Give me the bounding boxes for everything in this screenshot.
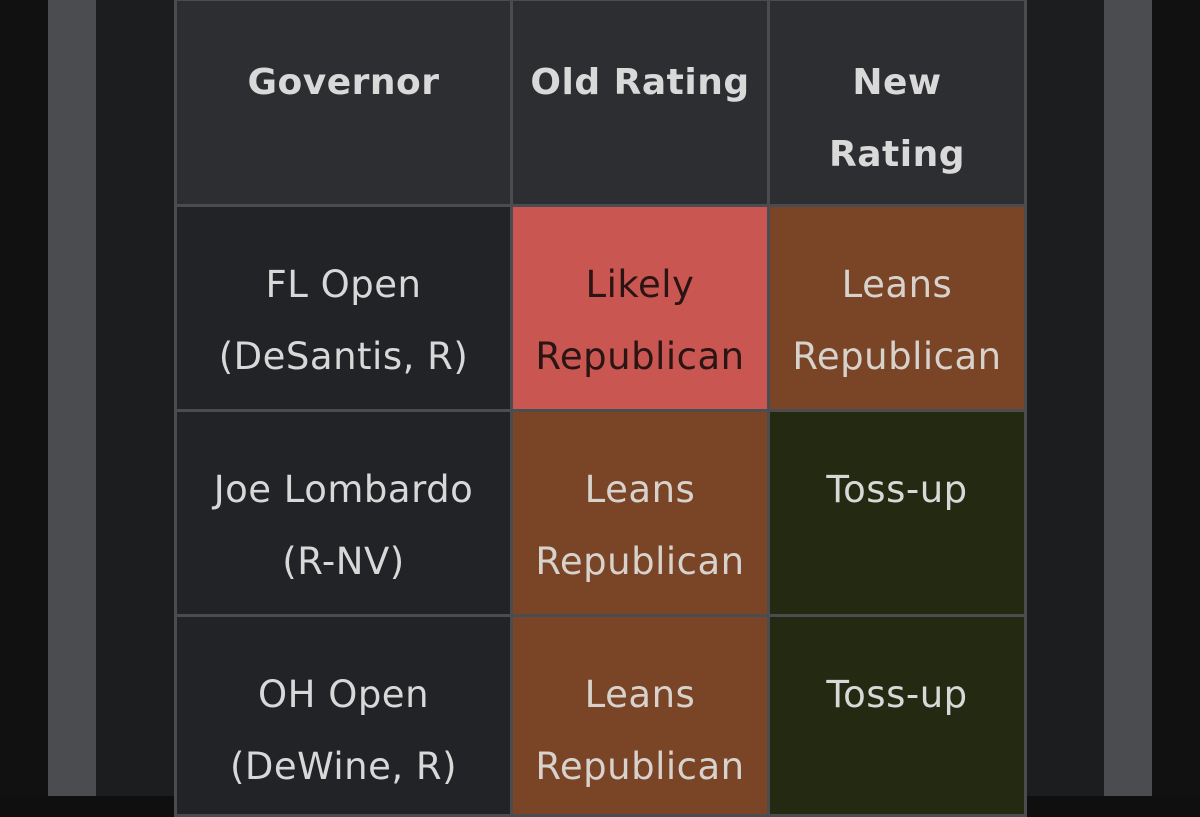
governor-name: Joe Lombardo: [213, 468, 474, 511]
governor-cell: Joe Lombardo (R-NV): [174, 409, 513, 617]
governor-detail: (DeSantis, R): [218, 335, 469, 378]
outer-background-left: [0, 0, 48, 796]
table-header-row: Governor Old Rating New Rating: [174, 0, 1027, 207]
frame-border-left: [48, 0, 96, 796]
rating-qualifier: Toss-up: [826, 468, 968, 511]
new-rating-cell: Leans Republican: [767, 204, 1027, 412]
rating-qualifier: Leans: [584, 468, 696, 511]
old-rating-cell: Likely Republican: [510, 204, 770, 412]
table-row: OH Open (DeWine, R) Leans Republican Tos…: [174, 614, 1027, 817]
table-row: FL Open (DeSantis, R) Likely Republican …: [174, 204, 1027, 412]
rating-qualifier: Toss-up: [826, 673, 968, 716]
old-rating-cell: Leans Republican: [510, 409, 770, 617]
rating-party: Republican: [535, 745, 745, 788]
table-row: Joe Lombardo (R-NV) Leans Republican Tos…: [174, 409, 1027, 617]
old-rating-cell: Leans Republican: [510, 614, 770, 817]
rating-party: Republican: [535, 335, 745, 378]
governor-detail: (DeWine, R): [229, 745, 458, 788]
rating-party: Republican: [792, 335, 1002, 378]
new-rating-cell: Toss-up: [767, 614, 1027, 817]
header-old-rating: Old Rating: [510, 0, 770, 207]
outer-background-right: [1152, 0, 1200, 796]
governor-name: OH Open: [257, 673, 430, 716]
rating-qualifier: Leans: [841, 263, 953, 306]
rating-party: Republican: [535, 540, 745, 583]
governor-cell: FL Open (DeSantis, R): [174, 204, 513, 412]
new-rating-cell: Toss-up: [767, 409, 1027, 617]
governor-name: FL Open: [265, 263, 422, 306]
governor-detail: (R-NV): [282, 540, 405, 583]
governor-cell: OH Open (DeWine, R): [174, 614, 513, 817]
governor-ratings-table: Governor Old Rating New Rating FL Open (…: [174, 0, 1027, 817]
header-new-rating: New Rating: [767, 0, 1027, 207]
rating-qualifier: Leans: [584, 673, 696, 716]
rating-qualifier: Likely: [585, 263, 695, 306]
header-governor: Governor: [174, 0, 513, 207]
frame-border-right: [1104, 0, 1152, 796]
